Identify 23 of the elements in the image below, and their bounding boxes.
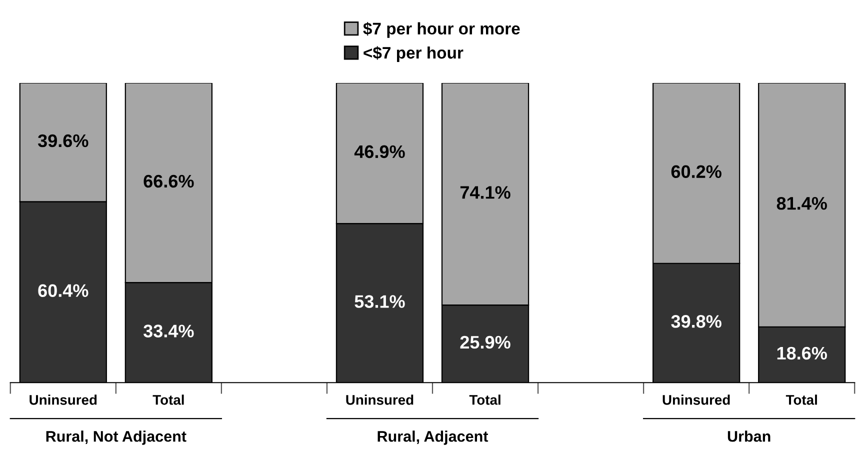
x-tick-label: Total: [152, 394, 184, 405]
x-tick-label: Uninsured: [346, 394, 414, 405]
text: Rural, Not Adjacent: [46, 430, 186, 445]
text: Rural, Adjacent: [378, 430, 488, 445]
data-label: 60.4%: [38, 284, 88, 297]
data-label: 46.9%: [354, 145, 405, 158]
text: Urban: [728, 430, 770, 442]
data-label: 60.2%: [671, 165, 722, 178]
data-label: 74.1%: [460, 186, 510, 199]
data-label: 53.1%: [354, 295, 405, 308]
legend-label: $7 per hour or more: [363, 22, 520, 38]
x-tick-label: Uninsured: [662, 394, 730, 405]
data-label: 81.4%: [776, 197, 827, 210]
data-label: 18.6%: [777, 346, 827, 360]
x-tick-label: Uninsured: [30, 394, 97, 405]
data-label: 39.8%: [671, 315, 722, 328]
legend-label: <$7 per hour: [364, 46, 464, 62]
x-tick-label: Total: [469, 394, 500, 405]
x-tick-label: Total: [786, 394, 817, 405]
data-label: 66.6%: [144, 174, 194, 188]
data-label: 25.9%: [460, 336, 510, 349]
data-label: 39.6%: [38, 134, 88, 148]
data-label: 33.4%: [143, 324, 194, 338]
